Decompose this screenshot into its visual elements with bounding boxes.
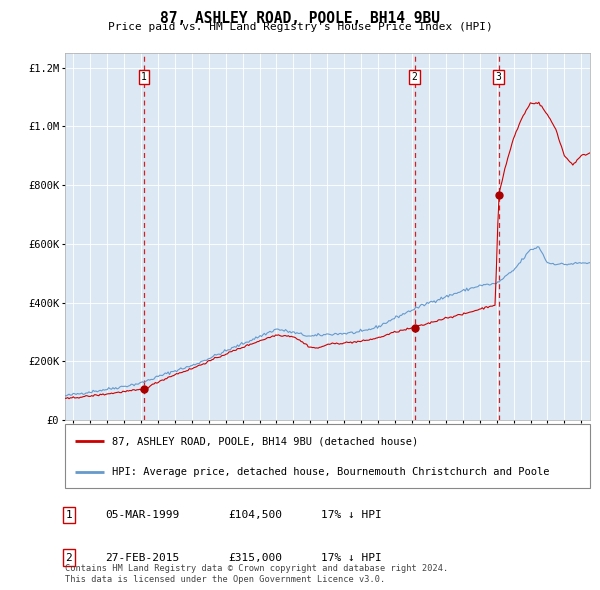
Text: 27-FEB-2015: 27-FEB-2015	[105, 553, 179, 562]
Text: 87, ASHLEY ROAD, POOLE, BH14 9BU (detached house): 87, ASHLEY ROAD, POOLE, BH14 9BU (detach…	[112, 437, 418, 447]
Text: 17% ↓ HPI: 17% ↓ HPI	[321, 510, 382, 520]
Text: This data is licensed under the Open Government Licence v3.0.: This data is licensed under the Open Gov…	[65, 575, 385, 584]
Text: 17% ↓ HPI: 17% ↓ HPI	[321, 553, 382, 562]
Text: 3: 3	[496, 72, 502, 82]
Text: 2: 2	[412, 72, 418, 82]
Text: 1: 1	[141, 72, 147, 82]
Text: £315,000: £315,000	[228, 553, 282, 562]
Text: 1: 1	[65, 510, 73, 520]
Text: 2: 2	[65, 553, 73, 562]
Text: £104,500: £104,500	[228, 510, 282, 520]
Text: Contains HM Land Registry data © Crown copyright and database right 2024.: Contains HM Land Registry data © Crown c…	[65, 565, 448, 573]
Text: 05-MAR-1999: 05-MAR-1999	[105, 510, 179, 520]
Text: 87, ASHLEY ROAD, POOLE, BH14 9BU: 87, ASHLEY ROAD, POOLE, BH14 9BU	[160, 11, 440, 25]
Text: Price paid vs. HM Land Registry's House Price Index (HPI): Price paid vs. HM Land Registry's House …	[107, 22, 493, 32]
Text: HPI: Average price, detached house, Bournemouth Christchurch and Poole: HPI: Average price, detached house, Bour…	[112, 467, 550, 477]
